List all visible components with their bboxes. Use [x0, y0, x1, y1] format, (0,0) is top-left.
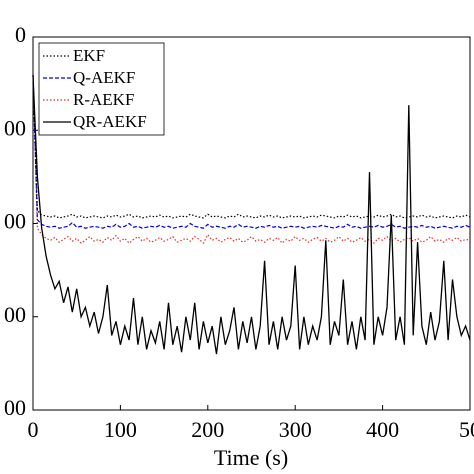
y-tick-label: 0 [15, 22, 26, 47]
x-tick-label: 50 [459, 417, 474, 442]
legend-label: QR-AEKF [73, 112, 147, 131]
y-tick-label: 00 [4, 115, 26, 140]
legend-box [38, 42, 165, 136]
x-tick-label: 400 [366, 417, 399, 442]
x-tick-label: 300 [279, 417, 312, 442]
x-tick-label: 0 [28, 417, 39, 442]
x-axis-label: Time (s) [214, 445, 288, 470]
legend-label: R-AEKF [73, 90, 134, 109]
legend: EKF Q-AEKF R-AEKF QR-AEKF [38, 42, 165, 136]
legend-label: Q-AEKF [73, 68, 135, 87]
series-line [32, 75, 471, 355]
x-tick-label: 100 [104, 417, 137, 442]
y-tick-label: 00 [4, 395, 26, 420]
y-tick-label: 00 [4, 209, 26, 234]
series-line [32, 75, 471, 245]
series-line [32, 75, 471, 219]
series-line [32, 75, 471, 229]
x-tick-label: 200 [191, 417, 224, 442]
legend-label: EKF [73, 46, 105, 65]
y-tick-label: 00 [4, 302, 26, 327]
